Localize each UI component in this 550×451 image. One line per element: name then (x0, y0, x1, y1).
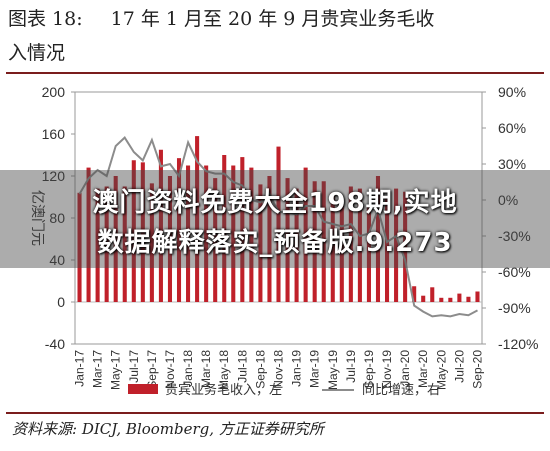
bar (86, 167, 91, 302)
x-tick-label: Mar-19 (308, 350, 322, 388)
bar (375, 176, 381, 302)
bar (240, 157, 245, 302)
y-tick-label: 0 (57, 294, 65, 310)
bar (249, 167, 254, 302)
bar (330, 192, 335, 302)
bar (167, 176, 173, 302)
x-tick-label: Mar-20 (416, 350, 430, 388)
x-tick-label: Mar-17 (91, 350, 105, 388)
bottom-divider (6, 412, 544, 414)
overlay-line-1: 澳门资料免费大全198期,实地 (92, 188, 458, 218)
bar (294, 188, 299, 302)
y2-tick-label: 30% (498, 156, 526, 172)
y-tick-label: 160 (42, 126, 66, 142)
y2-tick-label: -30% (498, 228, 531, 244)
x-tick-label: Sep-18 (253, 350, 267, 389)
bar (140, 162, 145, 302)
figure-title-line-1: 17 年 1 月至 20 年 9 月贵宾业务毛收 (110, 8, 435, 30)
bar (158, 149, 163, 302)
bar (430, 287, 435, 302)
bar (303, 167, 308, 302)
x-tick-label: Jan-17 (73, 350, 87, 387)
x-tick-label: Jul-17 (127, 350, 141, 383)
figure-caption: 图表 18: 17 年 1 月至 20 年 9 月贵宾业务毛收 入情况 (8, 2, 542, 70)
x-tick-label: May-19 (326, 350, 340, 390)
bar (204, 165, 209, 302)
bar (366, 205, 371, 302)
y-tick-label: 40 (49, 252, 65, 268)
watermark-overlay: 澳门资料免费大全198期,实地 数据解释落实_预备版.9.273 (0, 170, 550, 268)
x-tick-label: May-17 (109, 350, 123, 390)
x-tick-label: Jul-20 (452, 350, 466, 383)
bar (276, 146, 281, 302)
figure-title-line-2: 入情况 (8, 42, 66, 64)
x-tick-label: Nov-17 (163, 350, 177, 389)
x-tick-label: Nov-19 (380, 350, 394, 389)
series-line-yoy (78, 136, 478, 318)
bar (384, 197, 390, 302)
x-tick-label: Jan-18 (181, 350, 195, 387)
bar (466, 296, 471, 302)
top-divider (6, 72, 544, 74)
x-tick-label: May-18 (217, 350, 231, 390)
bar (285, 178, 290, 302)
x-tick-label: Jul-19 (344, 350, 358, 383)
bar (258, 184, 263, 302)
bar (149, 183, 154, 302)
bar (357, 188, 362, 302)
y-tick-label: 80 (49, 210, 65, 226)
y2-tick-label: 60% (498, 120, 526, 136)
bar (213, 178, 218, 302)
x-tick-label: Sep-20 (470, 350, 484, 389)
source-note: 资料来源: DICJ, Bloomberg, 方正证券研究所 (12, 420, 324, 438)
bar (176, 158, 182, 302)
x-tick-label: Jan-20 (398, 350, 412, 387)
bar (439, 297, 444, 302)
bar (267, 176, 272, 302)
bar (457, 293, 462, 302)
bar (77, 192, 82, 302)
bar (95, 188, 100, 302)
bar (312, 181, 317, 302)
bar (104, 186, 109, 302)
x-tick-label: Jan-19 (290, 350, 304, 387)
x-tick-label: Jul-18 (235, 350, 249, 383)
x-tick-label: May-20 (434, 350, 448, 390)
x-tick-label: Mar-18 (199, 350, 213, 388)
x-tick-label: Sep-17 (145, 350, 159, 389)
bar (403, 191, 408, 302)
bar (475, 291, 480, 302)
figure-number: 图表 18: (8, 8, 83, 30)
overlay-line-2: 数据解释落实_预备版.9.273 (97, 228, 453, 258)
legend-label-line: 同比增速，右 (362, 383, 440, 398)
y2-tick-label: -120% (498, 336, 538, 352)
bar (339, 199, 344, 302)
bar (348, 186, 353, 302)
chart: -40 0 40 80 120 160 200 90% 60% 30% 0% -30% -60% -90%… (29, 84, 538, 398)
bar (122, 186, 127, 302)
y-axis-title: 亿澳门元 (29, 190, 45, 246)
legend-label-bar: 贵宾业务毛收入，左 (165, 382, 282, 398)
bar (222, 155, 227, 302)
bar (321, 181, 326, 302)
bar (448, 297, 453, 302)
bar (186, 165, 191, 302)
x-tick-label: Sep-19 (362, 350, 376, 389)
bar (231, 165, 236, 302)
legend-swatch-bar (128, 384, 158, 394)
bar (131, 160, 136, 302)
bar (421, 295, 426, 302)
y-tick-label: 120 (42, 168, 66, 184)
y2-tick-label: -90% (498, 300, 531, 316)
bar (394, 188, 399, 302)
bar (412, 286, 417, 302)
y2-tick-label: 0% (498, 192, 518, 208)
x-tick-label: Nov-18 (272, 350, 286, 389)
bar (195, 136, 200, 302)
y2-tick-label: 90% (498, 84, 526, 100)
y2-tick-label: -60% (498, 264, 531, 280)
y-tick-label: -40 (45, 336, 65, 352)
bar (113, 176, 118, 302)
y-tick-label: 200 (42, 84, 66, 100)
